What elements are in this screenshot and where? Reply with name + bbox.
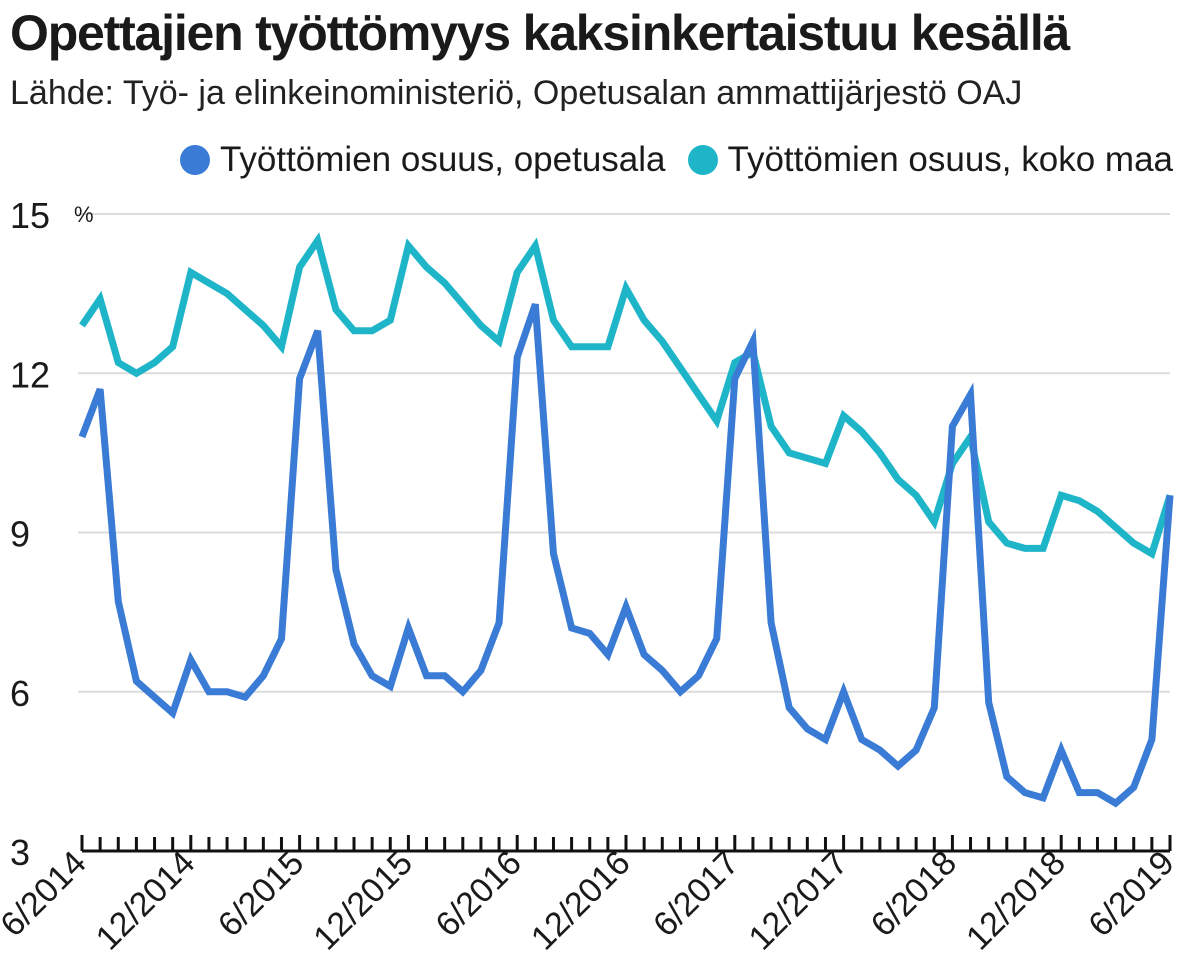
x-tick-label: 6/2019 — [1081, 844, 1181, 944]
chart-subtitle: Lähde: Työ- ja elinkeinoministeriö, Opet… — [10, 74, 1023, 112]
legend-label-koko-maa: Työttömien osuus, koko maa — [727, 140, 1174, 179]
x-tick-label: 6/2017 — [646, 844, 746, 944]
legend-swatch-opetusala — [179, 145, 210, 175]
x-tick-label: 12/2016 — [524, 844, 638, 958]
y-tick-label: 15 — [10, 195, 50, 236]
legend-swatch-koko-maa — [687, 145, 718, 175]
y-tick-label: 3 — [10, 832, 30, 873]
legend-item-koko-maa: Työttömien osuus, koko maa — [687, 140, 1174, 180]
x-tick-label: 12/2017 — [741, 844, 855, 958]
legend-item-opetusala: Työttömien osuus, opetusala — [179, 140, 666, 180]
series-line-koko-maa — [79, 232, 1174, 559]
x-tick-label: 12/2014 — [89, 844, 203, 958]
chart-title: Opettajien työttömyys kaksinkertaistuu k… — [10, 5, 1070, 61]
series-line-opetusala — [78, 303, 1174, 808]
y-tick-label: 12 — [10, 354, 50, 395]
x-tick-label: 6/2016 — [428, 844, 528, 944]
x-tick-label: 12/2015 — [306, 844, 420, 958]
x-tick-label: 12/2018 — [959, 844, 1073, 958]
x-tick-label: 6/2018 — [864, 844, 964, 944]
legend-label-opetusala: Työttömien osuus, opetusala — [219, 140, 666, 179]
x-tick-label: 6/2015 — [211, 844, 311, 944]
y-tick-label: 6 — [10, 673, 30, 714]
legend: Työttömien osuus, opetusala Työttömien o… — [158, 140, 1173, 180]
y-axis-unit: % — [74, 202, 94, 227]
y-tick-label: 9 — [10, 514, 30, 555]
